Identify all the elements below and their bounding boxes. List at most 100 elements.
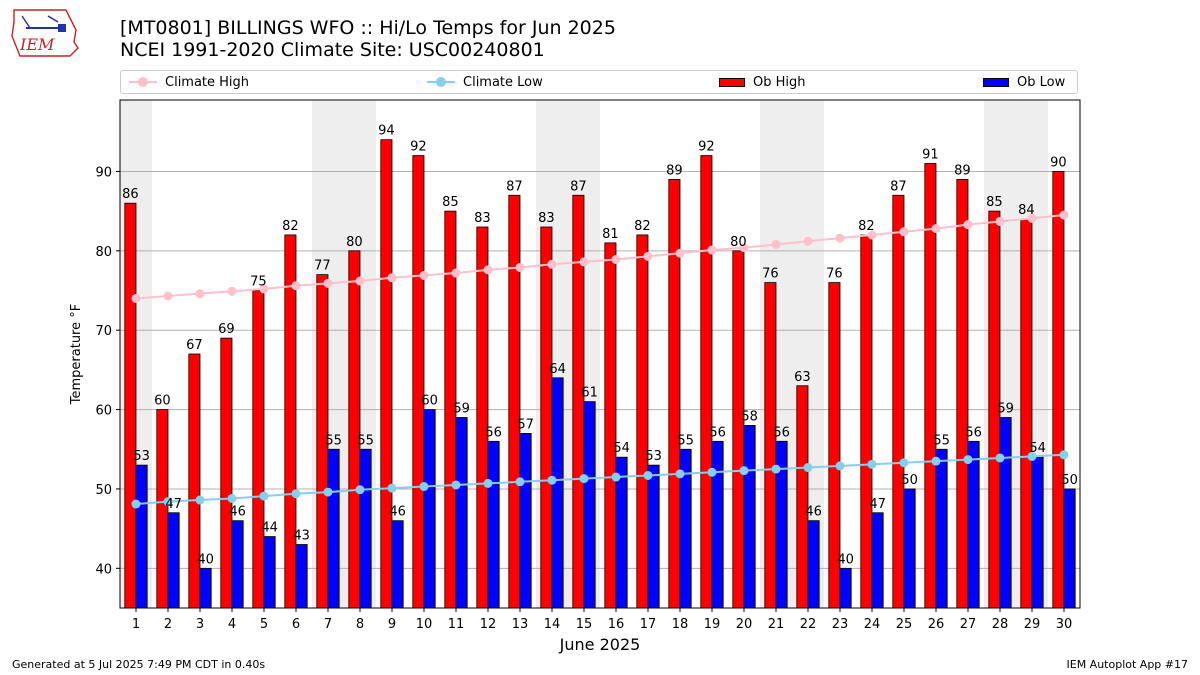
ob-high-label: 85 bbox=[442, 195, 459, 210]
ob-high-bar bbox=[668, 178, 681, 609]
climate-low-line bbox=[135, 453, 1065, 506]
ob-low-bar bbox=[231, 520, 244, 609]
climate-high-point bbox=[963, 220, 973, 230]
footer-generated: Generated at 5 Jul 2025 7:49 PM CDT in 0… bbox=[12, 658, 266, 671]
ob-low-bar bbox=[455, 417, 468, 609]
climate-high-point bbox=[131, 293, 141, 303]
ob-high-bar bbox=[732, 250, 745, 609]
ob-low-bar bbox=[423, 409, 436, 609]
x-tick-label: 1 bbox=[132, 617, 140, 632]
climate-low-point bbox=[739, 466, 749, 476]
ob-high-bar bbox=[636, 234, 649, 609]
climate-high-point bbox=[579, 257, 589, 267]
x-tick-label: 26 bbox=[928, 617, 945, 632]
x-tick-label: 19 bbox=[704, 617, 721, 632]
x-axis-label: June 2025 bbox=[559, 635, 641, 654]
ob-low-bar bbox=[743, 425, 756, 609]
x-tick-label: 12 bbox=[480, 617, 497, 632]
ob-low-label: 59 bbox=[453, 402, 470, 417]
ob-high-bar bbox=[1020, 218, 1033, 609]
ob-high-label: 76 bbox=[826, 267, 843, 282]
ob-low-label: 40 bbox=[837, 552, 854, 567]
ob-high-bar bbox=[956, 178, 969, 609]
ob-low-bar bbox=[871, 512, 884, 609]
ob-high-label: 92 bbox=[410, 140, 427, 155]
ob-high-bar bbox=[476, 226, 489, 609]
ob-low-label: 44 bbox=[261, 521, 278, 536]
ob-high-label: 84 bbox=[1018, 203, 1035, 218]
climate-low-point bbox=[195, 495, 205, 505]
ob-low-label: 46 bbox=[229, 505, 246, 520]
ob-high-label: 94 bbox=[378, 124, 395, 139]
x-tick-label: 20 bbox=[736, 617, 753, 632]
ob-low-label: 43 bbox=[293, 529, 310, 544]
legend-item-climate-low: Climate Low bbox=[427, 71, 543, 93]
ob-high-label: 89 bbox=[954, 163, 971, 178]
legend-swatch-climate-low bbox=[427, 77, 455, 87]
ob-low-bar bbox=[263, 536, 276, 609]
climate-low-point bbox=[483, 478, 493, 488]
y-tick-label: 70 bbox=[95, 324, 112, 339]
legend-item-ob-low: Ob Low bbox=[983, 71, 1065, 93]
ob-low-label: 56 bbox=[965, 425, 982, 440]
ob-high-label: 76 bbox=[762, 267, 779, 282]
ob-low-label: 55 bbox=[325, 433, 342, 448]
x-tick-label: 21 bbox=[768, 617, 785, 632]
y-tick-label: 60 bbox=[95, 404, 112, 419]
climate-low-point bbox=[451, 480, 461, 490]
climate-high-point bbox=[1027, 213, 1037, 223]
y-tick-label: 50 bbox=[95, 483, 112, 498]
x-tick-label: 6 bbox=[292, 617, 300, 632]
ob-high-bar bbox=[348, 250, 361, 609]
climate-low-point bbox=[419, 482, 429, 492]
climate-low-point bbox=[163, 497, 173, 507]
climate-low-point bbox=[611, 472, 621, 482]
y-tick-label: 90 bbox=[95, 165, 112, 180]
ob-low-label: 58 bbox=[741, 409, 758, 424]
climate-high-point bbox=[355, 276, 365, 286]
legend-item-climate-high: Climate High bbox=[129, 71, 249, 93]
ob-low-label: 53 bbox=[133, 449, 150, 464]
ob-low-bar bbox=[295, 544, 308, 609]
legend-item-ob-high: Ob High bbox=[719, 71, 806, 93]
climate-high-point bbox=[515, 262, 525, 272]
ob-low-label: 59 bbox=[997, 402, 1014, 417]
ob-high-label: 69 bbox=[218, 322, 235, 337]
climate-high-point bbox=[259, 284, 269, 294]
legend-label: Climate Low bbox=[463, 74, 543, 90]
ob-high-bar bbox=[284, 234, 297, 609]
svg-text:IEM: IEM bbox=[19, 35, 55, 54]
ob-low-bar bbox=[807, 520, 820, 609]
ob-high-label: 86 bbox=[122, 187, 139, 202]
ob-high-bar bbox=[572, 194, 585, 609]
climate-high-point bbox=[451, 268, 461, 278]
ob-high-bar bbox=[604, 242, 617, 609]
x-tick-label: 23 bbox=[832, 617, 849, 632]
ob-low-bar bbox=[903, 488, 916, 609]
ob-high-label: 83 bbox=[474, 211, 491, 226]
climate-low-point bbox=[995, 453, 1005, 463]
x-tick-label: 27 bbox=[960, 617, 977, 632]
ob-low-bar bbox=[583, 401, 596, 609]
ob-low-label: 47 bbox=[165, 497, 182, 512]
climate-low-point bbox=[1027, 451, 1037, 461]
ob-high-bar bbox=[540, 226, 553, 609]
climate-high-point bbox=[867, 230, 877, 240]
ob-low-bar bbox=[647, 464, 660, 609]
ob-high-bar bbox=[380, 139, 393, 609]
ob-high-label: 60 bbox=[154, 394, 171, 409]
ob-high-label: 80 bbox=[730, 235, 747, 250]
legend-swatch-ob-low bbox=[983, 77, 1009, 87]
ob-low-label: 50 bbox=[901, 473, 918, 488]
climate-high-point bbox=[771, 239, 781, 249]
ob-high-label: 90 bbox=[1050, 155, 1067, 170]
climate-high-point bbox=[163, 291, 173, 301]
ob-high-bar bbox=[892, 194, 905, 609]
ob-low-label: 55 bbox=[933, 433, 950, 448]
legend-label: Ob High bbox=[753, 74, 806, 90]
climate-high-point bbox=[547, 259, 557, 269]
climate-high-point bbox=[931, 224, 941, 234]
footer-app: IEM Autoplot App #17 bbox=[1066, 658, 1189, 671]
ob-low-label: 56 bbox=[709, 425, 726, 440]
climate-high-point bbox=[995, 216, 1005, 226]
